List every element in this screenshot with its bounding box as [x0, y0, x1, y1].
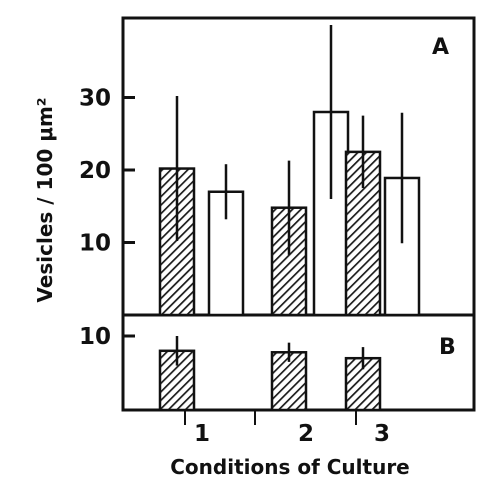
- panel-label-b: B: [439, 335, 456, 360]
- panel-label-a: A: [432, 35, 449, 60]
- x-axis-title: Conditions of Culture: [170, 455, 410, 479]
- y-tick-label: 30: [79, 86, 111, 112]
- x-tick-label: 2: [298, 421, 314, 447]
- bar-hatched-3-panel-b: [344, 356, 382, 412]
- x-tick-label: 3: [374, 421, 390, 447]
- x-tick-label: 1: [194, 421, 210, 447]
- y-tick-label: 20: [79, 158, 111, 184]
- y-tick-label: 10: [79, 231, 111, 257]
- bar-hatched-2-panel-a: [270, 206, 308, 317]
- y-tick-label: 10: [79, 324, 111, 350]
- y-axis-title: Vesicles / 100 μm²: [33, 97, 57, 302]
